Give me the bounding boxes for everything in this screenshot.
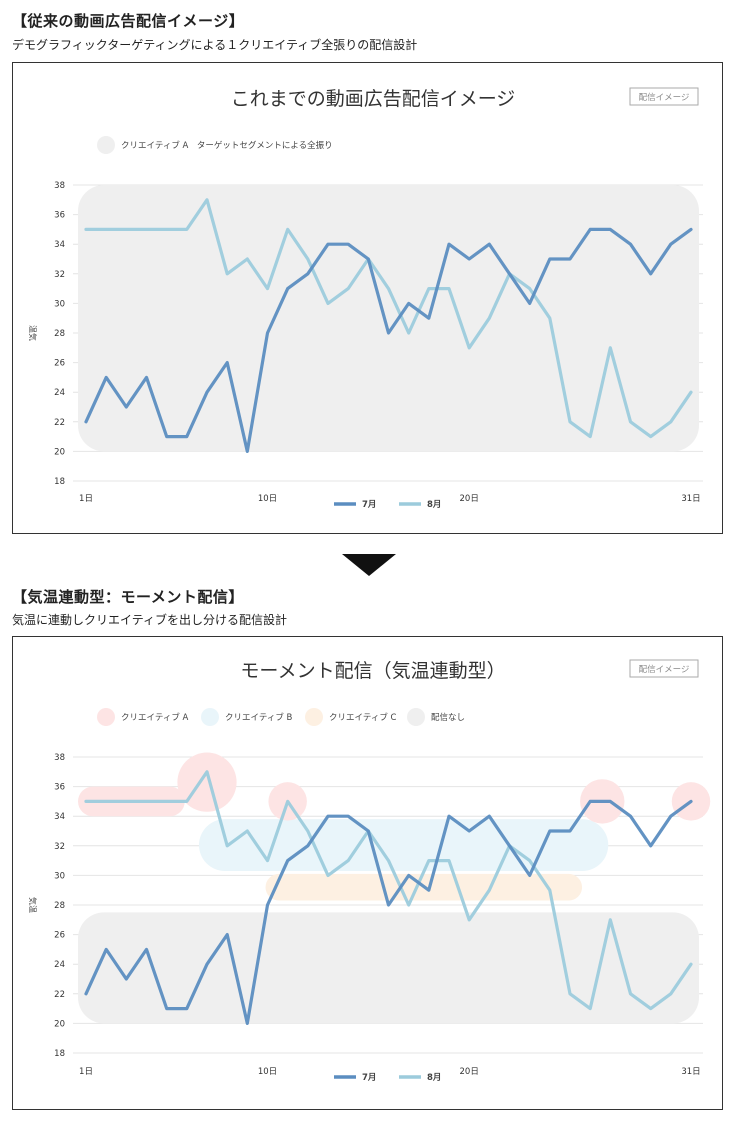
creative-spot: [177, 752, 237, 812]
y-tick-label: 22: [54, 990, 65, 1000]
y-tick-label: 24: [54, 388, 65, 398]
y-tick-label: 32: [54, 842, 65, 852]
section1-subtitle: デモグラフィックターゲティングによる１クリエイティブ全張りの配信設計: [12, 38, 418, 52]
x-tick-label: 20日: [460, 1067, 479, 1077]
down-arrow-icon: [342, 554, 396, 576]
creative-band: [78, 185, 699, 452]
chart-panel-moment: モーメント配信（気温連動型） 配信イメージクリエイティブ A クリエイティブ B クリ…: [12, 636, 723, 1110]
x-tick-label: 1日: [79, 494, 93, 504]
y-tick-label: 18: [54, 477, 65, 487]
series-legend-label: 8月: [427, 1073, 441, 1083]
y-tick-label: 24: [54, 960, 65, 970]
x-tick-label: 31日: [681, 494, 700, 504]
series-line-7月: [84, 799, 693, 1025]
y-tick-label: 30: [54, 299, 65, 309]
chart-title: これまでの動画広告配信イメージ: [231, 88, 516, 110]
series-legend-label: 8月: [427, 500, 441, 510]
y-tick-label: 28: [54, 329, 65, 339]
y-tick-label: 18: [54, 1049, 65, 1059]
y-tick-label: 34: [54, 812, 65, 822]
badge-box: [629, 659, 699, 678]
legend-swatch: [305, 708, 323, 726]
y-tick-label: 36: [54, 211, 65, 221]
x-tick-label: 10日: [258, 1067, 277, 1077]
series-legend-label: 7月: [362, 1073, 376, 1083]
y-tick-label: 28: [54, 901, 65, 911]
y-tick-label: 38: [54, 181, 65, 191]
y-tick-label: 26: [54, 931, 65, 941]
y-tick-label: 32: [54, 270, 65, 280]
series-legend-label: 7月: [362, 500, 376, 510]
creative-band: [199, 819, 609, 871]
chart-panel-conventional: これまでの動画広告配信イメージ 配信イメージクリエイティブ A ターゲットセグメン…: [12, 62, 723, 534]
legend-label: クリエイティブ A: [121, 712, 189, 723]
legend-swatch: [407, 708, 425, 726]
y-tick-label: 34: [54, 240, 65, 250]
badge-label: 配信イメージ: [639, 664, 690, 675]
section2-title: 【気温連動型：モーメント配信】: [12, 588, 244, 606]
y-tick-label: 20: [54, 447, 65, 457]
legend-swatch: [97, 708, 115, 726]
legend-label: 配信なし: [431, 712, 465, 723]
series-line-8月: [84, 770, 693, 1011]
y-axis-label: 温気: [28, 325, 38, 341]
legend-swatch: [201, 708, 219, 726]
badge-label: 配信イメージ: [639, 92, 690, 103]
creative-band: [78, 912, 699, 1024]
y-tick-label: 30: [54, 871, 65, 881]
series-line-8月: [84, 198, 693, 439]
x-tick-label: 10日: [258, 494, 277, 504]
y-axis-label: 気温: [28, 897, 38, 913]
legend-label: クリエイティブ B: [225, 712, 293, 723]
y-tick-label: 20: [54, 1019, 65, 1029]
badge-box: [629, 87, 699, 106]
section2-subtitle: 気温に連動しクリエイティブを出し分ける配信設計: [12, 613, 288, 627]
chart-title: モーメント配信（気温連動型）: [240, 660, 505, 682]
legend-label: クリエイティブ A ターゲットセグメントによる全振り: [121, 140, 333, 151]
y-tick-label: 38: [54, 753, 65, 763]
x-tick-label: 1日: [79, 1067, 93, 1077]
y-tick-label: 22: [54, 418, 65, 428]
y-tick-label: 36: [54, 783, 65, 793]
legend-swatch: [97, 136, 115, 154]
series-line-7月: [84, 227, 693, 453]
x-tick-label: 20日: [460, 494, 479, 504]
section1-title: 【従来の動画広告配信イメージ】: [12, 12, 245, 30]
x-tick-label: 31日: [681, 1067, 700, 1077]
y-tick-label: 26: [54, 359, 65, 369]
legend-label: クリエイティブ C: [329, 712, 397, 723]
